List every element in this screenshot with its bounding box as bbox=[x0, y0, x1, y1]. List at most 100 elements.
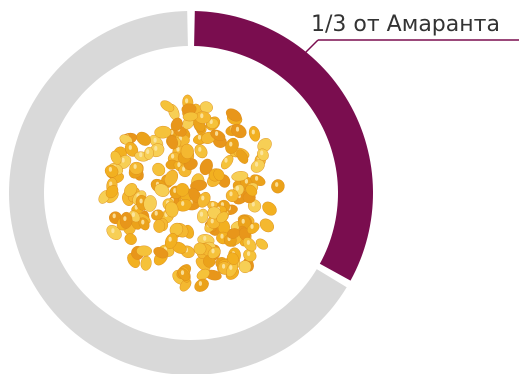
corn-kernel bbox=[197, 208, 209, 224]
corn-kernel-highlight bbox=[229, 141, 233, 147]
corn-kernel bbox=[197, 191, 211, 208]
corn-kernel bbox=[259, 218, 275, 233]
corn-kernel-highlight bbox=[198, 147, 202, 152]
corn-kernel bbox=[193, 242, 207, 256]
corn-kernel-highlight bbox=[177, 162, 181, 168]
corn-kernel-highlight bbox=[198, 281, 202, 286]
corn-kernel-highlight bbox=[108, 167, 112, 172]
corn-kernel-highlight bbox=[139, 152, 143, 158]
corn-kernel bbox=[226, 252, 240, 265]
corn-kernel-highlight bbox=[153, 137, 157, 143]
corn-kernel-highlight bbox=[154, 210, 158, 216]
corn-kernel-highlight bbox=[173, 188, 177, 193]
corn-kernel-highlight bbox=[185, 98, 189, 104]
corn-kernel bbox=[196, 268, 210, 281]
corn-kernel-highlight bbox=[220, 233, 224, 239]
corn-kernel bbox=[177, 267, 190, 281]
corn-kernel-highlight bbox=[133, 164, 137, 169]
corn-kernel bbox=[242, 237, 257, 252]
corn-kernel bbox=[199, 158, 213, 176]
corn-kernel bbox=[160, 100, 175, 112]
corn-kernel-highlight bbox=[275, 182, 279, 187]
corn-kernel-highlight bbox=[215, 131, 219, 136]
corn-kernel-highlight bbox=[224, 157, 228, 163]
corn-kernel-highlight bbox=[146, 149, 150, 155]
corn-kernel bbox=[231, 171, 249, 182]
corn-kernel-highlight bbox=[176, 146, 180, 152]
corn-kernel-highlight bbox=[199, 211, 204, 217]
corn-kernel bbox=[110, 150, 122, 165]
corn-kernel bbox=[164, 232, 178, 250]
corn-kernel-highlight bbox=[180, 270, 185, 275]
corn-kernel-highlight bbox=[251, 129, 255, 135]
corn-kernel bbox=[216, 211, 229, 224]
corn-kernel bbox=[136, 245, 152, 257]
corn-kernel bbox=[165, 201, 179, 218]
corn-kernel bbox=[105, 184, 119, 199]
corn-kernel-highlight bbox=[168, 236, 172, 242]
corn-kernel bbox=[124, 183, 138, 197]
corn-kernel bbox=[210, 129, 226, 141]
corn-kernel-highlight bbox=[211, 248, 215, 254]
corn-kernel bbox=[104, 164, 119, 178]
corn-kernel-highlight bbox=[141, 219, 145, 225]
corn-kernel-highlight bbox=[251, 201, 255, 207]
corn-kernel-highlight bbox=[203, 236, 207, 241]
corn-kernel bbox=[225, 137, 239, 154]
corn-kernel bbox=[238, 260, 252, 274]
corn-kernel-highlight bbox=[111, 228, 115, 234]
corn-kernel bbox=[164, 169, 179, 187]
corn-kernel-highlight bbox=[229, 191, 233, 197]
corn-kernel bbox=[154, 125, 172, 139]
callout-leader-line bbox=[304, 39, 319, 54]
corn-kernel bbox=[245, 184, 258, 197]
corn-kernel-highlight bbox=[182, 166, 186, 172]
corn-kernel-highlight bbox=[247, 251, 251, 256]
corn-kernel-highlight bbox=[260, 150, 264, 156]
corn-kernel bbox=[221, 154, 234, 170]
corn-kernel-highlight bbox=[131, 212, 135, 218]
corn-kernel bbox=[119, 211, 133, 229]
corn-kernel bbox=[138, 217, 150, 231]
corn-kernel bbox=[143, 195, 157, 212]
corn-kernel bbox=[257, 148, 269, 161]
corn-kernel bbox=[136, 131, 151, 146]
corn-kernel bbox=[182, 111, 199, 122]
corn-kernel bbox=[207, 246, 221, 259]
corn-kernel-highlight bbox=[246, 240, 250, 245]
corn-kernel-highlight bbox=[250, 224, 254, 229]
corn-kernel-highlight bbox=[211, 202, 215, 207]
corn-kernel-highlight bbox=[244, 178, 248, 184]
corn-kernel bbox=[152, 162, 166, 177]
corn-kernel bbox=[248, 126, 261, 142]
corn-kernel bbox=[250, 159, 265, 173]
corn-kernel bbox=[213, 168, 225, 181]
corn-kernel bbox=[153, 247, 169, 259]
corn-kernel bbox=[180, 143, 194, 159]
corn-kernel-highlight bbox=[255, 176, 259, 181]
corn-kernel-highlight bbox=[121, 157, 125, 163]
corn-kernel-highlight bbox=[210, 218, 214, 224]
corn-kernel bbox=[225, 108, 242, 122]
corn-kernel bbox=[154, 183, 170, 197]
corn-kernel bbox=[129, 161, 144, 175]
corn-kernel-highlight bbox=[197, 134, 202, 140]
corn-kernel bbox=[262, 201, 277, 216]
corn-kernel bbox=[246, 222, 260, 235]
corn-kernel-highlight bbox=[200, 113, 204, 119]
corn-kernel-highlight bbox=[229, 265, 233, 270]
corn-kernel-highlight bbox=[112, 213, 116, 219]
corn-kernel-highlight bbox=[222, 263, 226, 269]
corn-kernel bbox=[236, 149, 249, 164]
corn-kernel-highlight bbox=[171, 153, 175, 159]
corn-kernel-highlight bbox=[109, 181, 113, 187]
corn-kernel-highlight bbox=[139, 198, 143, 204]
corn-kernels-image bbox=[98, 94, 285, 292]
corn-kernel bbox=[166, 135, 179, 150]
donut-slices bbox=[9, 11, 373, 374]
corn-kernel-highlight bbox=[154, 146, 158, 151]
corn-kernel-highlight bbox=[123, 216, 127, 222]
corn-kernel bbox=[194, 278, 209, 292]
corn-kernel bbox=[225, 189, 239, 203]
corn-kernel-highlight bbox=[235, 126, 240, 132]
